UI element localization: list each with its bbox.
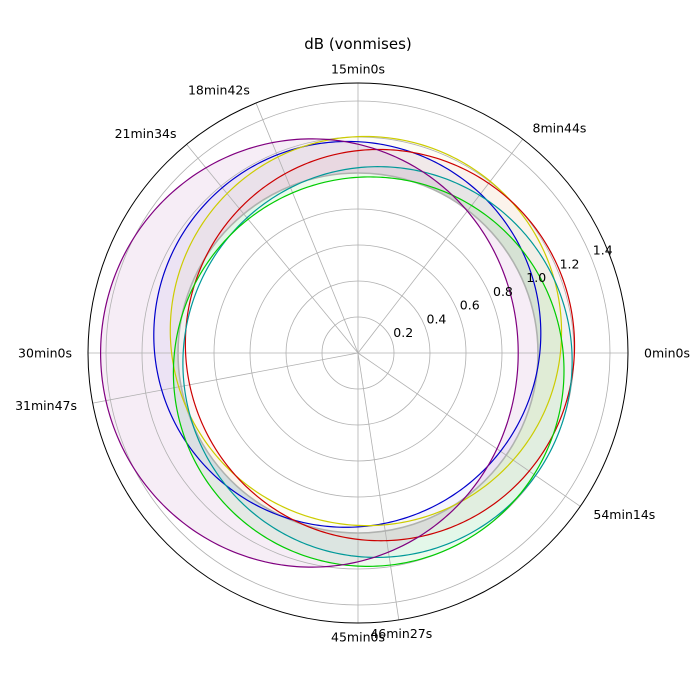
theta-grid-line-4 — [255, 102, 359, 354]
theta-grid-line-10 — [357, 352, 581, 507]
r-tick-label: 0.2 — [393, 325, 413, 340]
series-line-2 — [169, 135, 563, 527]
series-line-3 — [184, 148, 576, 542]
theta-tick-label: 54min14s — [593, 507, 655, 522]
theta-tick-label: 0min0s — [644, 346, 690, 361]
series-line-6 — [99, 138, 519, 568]
theta-tick-label: 30min0s — [18, 346, 72, 361]
outer-frame — [87, 82, 629, 624]
r-tick-label: 0.6 — [460, 298, 480, 313]
r-tick-label: 1.0 — [526, 270, 546, 285]
theta-grid-line-2 — [357, 138, 524, 354]
r-tick-label: 1.2 — [560, 256, 580, 271]
axis-labels: 0min0s 8min44s 15min0s 18min42s 21min34s 30mi… — [15, 62, 690, 645]
theta-tick-label: 18min42s — [188, 83, 250, 98]
theta-grid-line-7 — [92, 352, 359, 404]
chart-title: dB (vonmises) — [304, 35, 411, 53]
r-tick-label: 1.4 — [593, 243, 613, 258]
series-line-1 — [153, 140, 542, 528]
r-tick-label: 0.8 — [493, 284, 513, 299]
theta-tick-label: 31min47s — [15, 398, 77, 413]
series-band-6 — [100, 138, 538, 568]
theta-grid-line-9 — [357, 352, 400, 620]
theta-grid-line-5 — [186, 144, 359, 354]
theta-tick-label: 46min27s — [370, 626, 432, 641]
theta-tick-label: 15min0s — [331, 62, 385, 77]
r-tick-label: 0.4 — [427, 311, 447, 326]
theta-tick-label: 45min0s — [331, 630, 385, 645]
series-line-4 — [182, 166, 573, 559]
theta-tick-label: 8min44s — [533, 121, 587, 136]
polar-grid — [87, 82, 629, 624]
series-lines — [99, 135, 576, 568]
series-line-5 — [172, 176, 565, 567]
theta-tick-label: 21min34s — [115, 126, 177, 141]
